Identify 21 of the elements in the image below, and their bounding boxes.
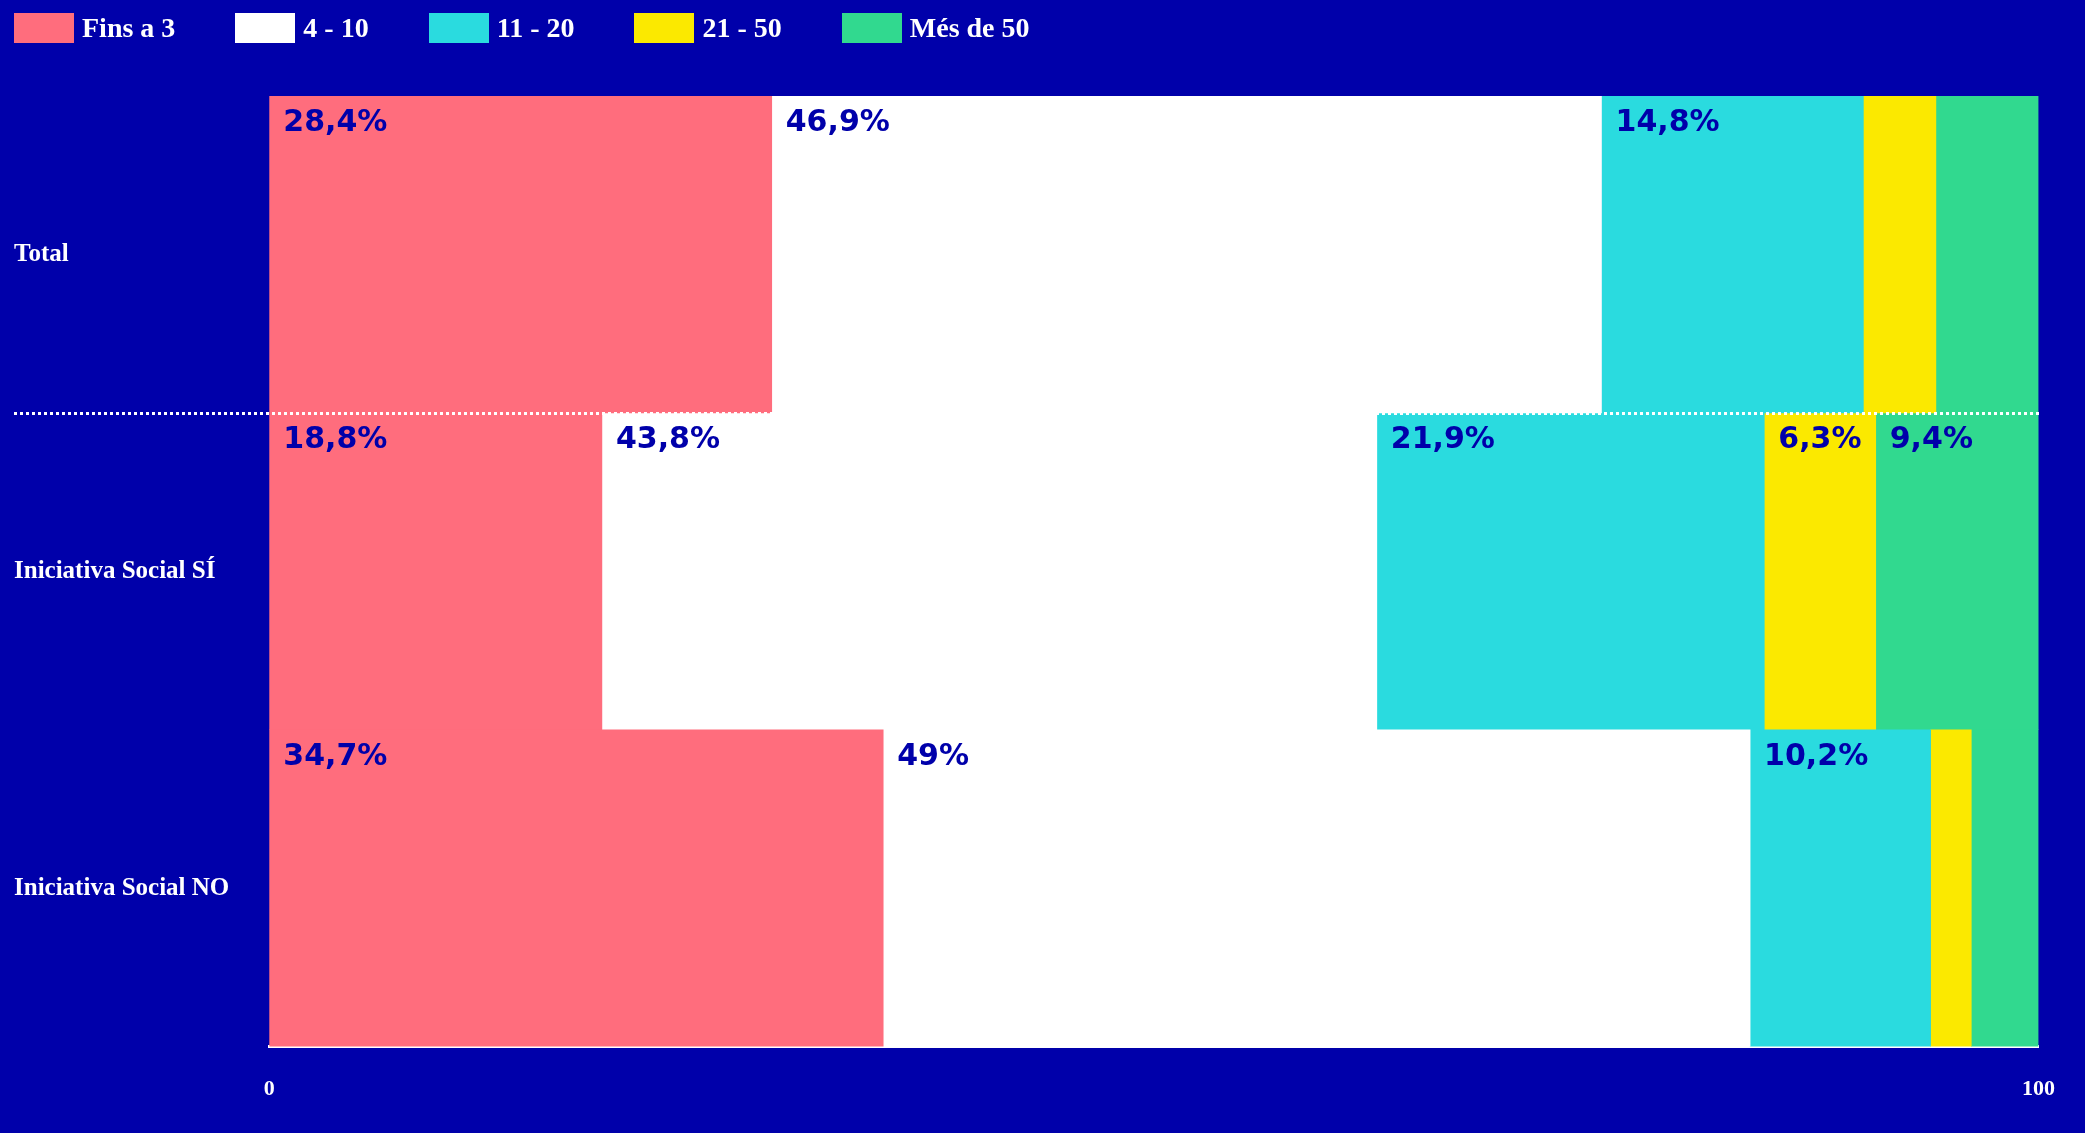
legend-label: 11 - 20 [496,12,575,44]
data-label: 10,2% [1764,736,1869,772]
data-label: 6,3% [1778,419,1862,455]
y-tick-label: Iniciativa Social SÍ [14,555,216,583]
data-label: 28,4% [283,102,388,138]
x-tick-label: 100 [2022,1075,2055,1101]
data-label: 46,9% [785,102,890,138]
data-label: 18,8% [283,419,388,455]
legend-label: 21 - 50 [702,12,782,44]
legend-label: Fins a 3 [82,12,176,44]
legend-label: 4 - 10 [303,12,369,44]
data-label: 43,8% [615,419,720,455]
data-label: 34,7% [283,736,388,772]
legend-label: Més de 50 [909,12,1030,44]
y-tick-label: Iniciativa Social NO [14,872,230,900]
y-tick-label: Total [14,238,69,266]
data-label: 14,8% [1615,102,1720,138]
data-label: 21,9% [1390,419,1495,455]
data-label: 49% [897,736,970,772]
data-label: 9,4% [1889,419,1973,455]
x-tick-label: 0 [263,1075,275,1101]
